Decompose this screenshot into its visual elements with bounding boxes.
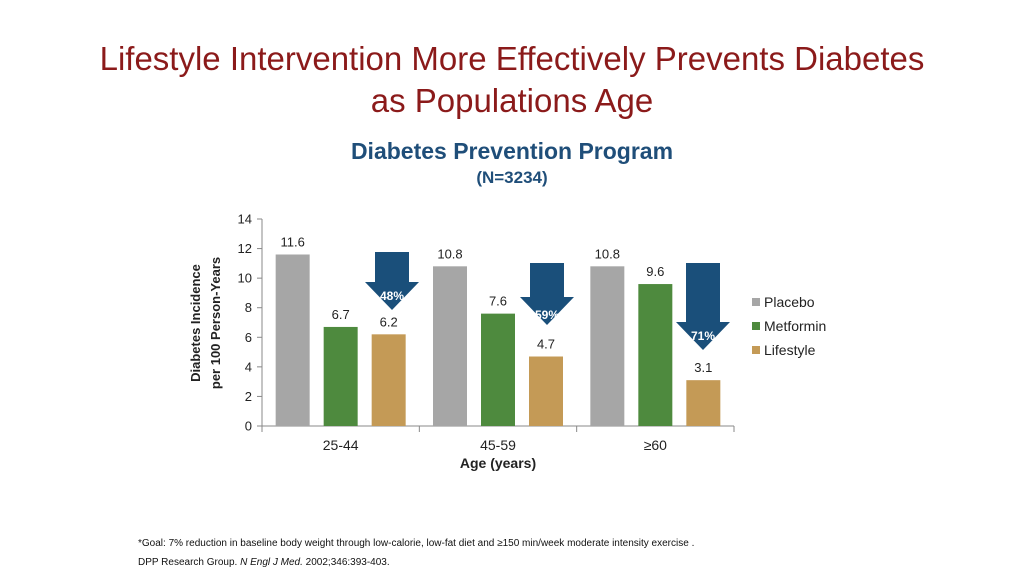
y-axis-title-line1: Diabetes Incidence [188,264,203,382]
legend-swatch [752,322,760,330]
x-axis-title: Age (years) [460,455,536,471]
citation-authors: DPP Research Group. [138,557,241,568]
data-label: 9.6 [646,264,664,279]
legend-swatch [752,346,760,354]
data-label: 10.8 [595,246,620,261]
reduction-arrow [365,252,419,310]
y-tick-label: 6 [245,330,252,345]
x-tick-label: ≥60 [644,437,667,453]
data-label: 3.1 [694,360,712,375]
bar [481,313,515,426]
y-tick-label: 14 [238,212,252,227]
y-tick-label: 8 [245,300,252,315]
slide-title-line2: as Populations Age [370,82,654,119]
bar [433,266,467,426]
y-axis-title-line2: per 100 Person-Years [208,257,223,389]
bar [686,380,721,426]
bar [323,326,358,426]
reduction-arrow [676,263,730,350]
citation-journal: N Engl J Med. [240,557,303,568]
footnote-goal: *Goal: 7% reduction in baseline body wei… [138,538,695,549]
x-tick-label: 25-44 [323,437,359,453]
y-tick-label: 10 [238,271,252,286]
reduction-label: 59% [535,308,559,322]
x-tick-label: 45-59 [480,437,516,453]
citation-details: 2002;346:393-403. [302,557,390,568]
chart-title: Diabetes Prevention Program [350,138,674,164]
y-tick-label: 0 [245,419,252,434]
chart-subtitle: (N=3234) [476,168,548,187]
footnote-citation: DPP Research Group. N Engl J Med. 2002;3… [138,557,390,568]
reduction-arrow [520,263,574,325]
data-label: 4.7 [537,337,555,352]
legend-label: Metformin [764,318,826,334]
y-tick-label: 2 [245,389,252,404]
data-label: 10.8 [437,246,462,261]
reduction-label: 48% [380,289,404,303]
data-label: 6.7 [332,307,350,322]
bar [529,356,563,426]
legend-swatch [752,298,760,306]
data-label: 6.2 [380,314,398,329]
data-label: 11.6 [280,234,304,249]
legend-label: Lifestyle [764,342,816,358]
bar [638,284,673,426]
slide-title-line1: Lifestyle Intervention More Effectively … [99,40,925,77]
y-tick-label: 4 [245,359,252,374]
data-label: 7.6 [489,294,507,309]
y-tick-label: 12 [238,241,252,256]
slide-title: Lifestyle Intervention More Effectively … [40,38,984,122]
bar [275,254,310,426]
bar [590,266,625,426]
bar [371,334,406,426]
reduction-label: 71% [691,329,715,343]
legend-label: Placebo [764,294,815,310]
